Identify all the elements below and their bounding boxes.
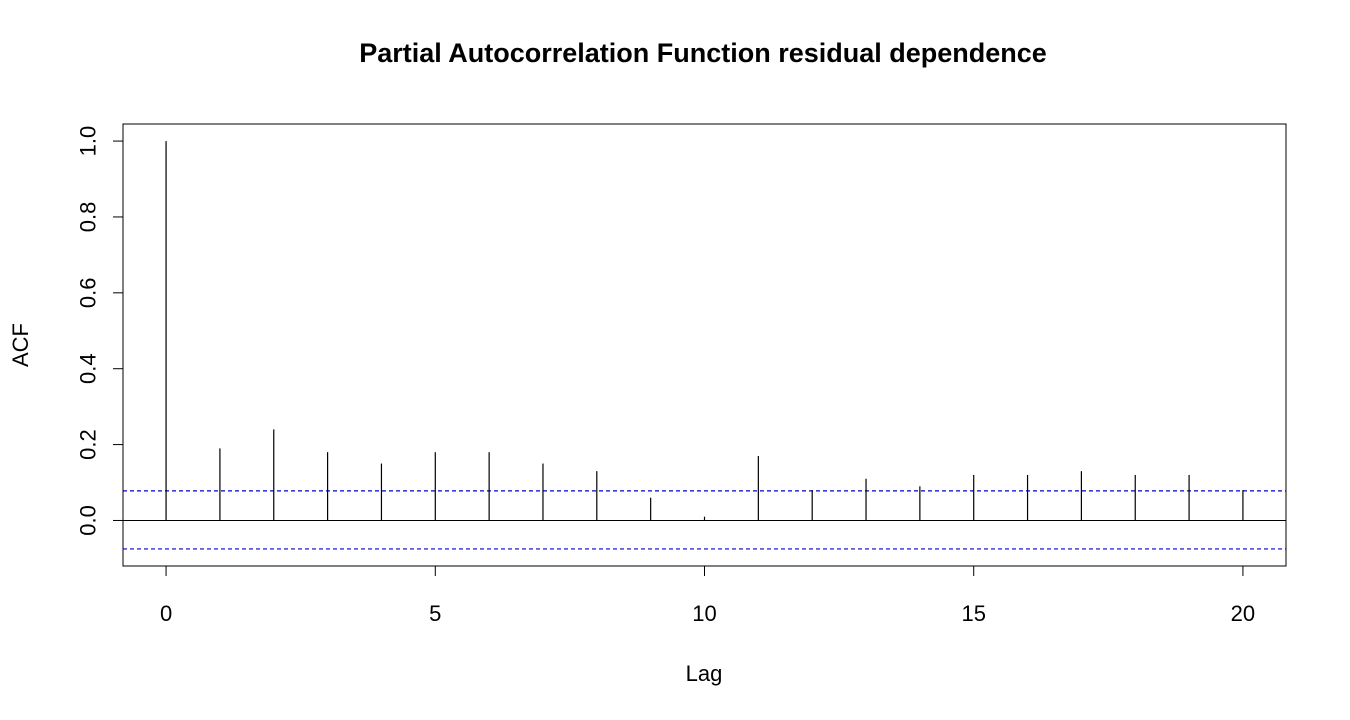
x-axis-label: Lag — [686, 661, 723, 686]
plot-area — [123, 141, 1286, 550]
y-tick-label-4: 0.8 — [76, 202, 101, 233]
y-tick-label-3: 0.6 — [76, 278, 101, 309]
chart-title: Partial Autocorrelation Function residua… — [359, 38, 1047, 68]
x-tick-label-15: 15 — [961, 601, 985, 626]
x-tick-label-10: 10 — [692, 601, 716, 626]
x-axis: 0 5 10 15 20 — [160, 565, 1255, 626]
y-tick-label-0: 0.0 — [76, 505, 101, 536]
x-tick-label-20: 20 — [1231, 601, 1255, 626]
plot-frame — [122, 123, 1287, 567]
y-tick-label-5: 1.0 — [76, 126, 101, 157]
x-tick-label-5: 5 — [429, 601, 441, 626]
y-tick-label-2: 0.4 — [76, 353, 101, 384]
y-axis-label: ACF — [8, 323, 33, 367]
x-tick-label-0: 0 — [160, 601, 172, 626]
y-tick-label-1: 0.2 — [76, 429, 101, 460]
y-axis: 0.0 0.2 0.4 0.6 0.8 1.0 — [76, 126, 124, 536]
